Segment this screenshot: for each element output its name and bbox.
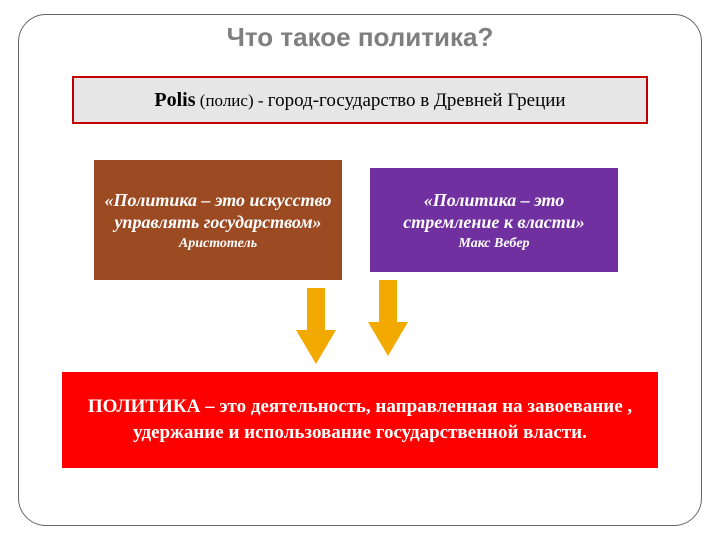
arrow-stem bbox=[379, 280, 397, 324]
definition-box: Polis (полис) - город-государство в Древ… bbox=[72, 76, 648, 124]
definition-rest: город-государство в Древней Греции bbox=[268, 90, 566, 111]
slide-title: Что такое политика? bbox=[0, 22, 720, 53]
quote-text-aristotle: «Политика – это искусство управлять госу… bbox=[104, 189, 332, 234]
arrow-head bbox=[368, 322, 408, 356]
conclusion-box: ПОЛИТИКА – это деятельность, направленна… bbox=[62, 372, 658, 468]
arrow-stem bbox=[307, 288, 325, 332]
arrow-down-left bbox=[296, 288, 336, 368]
quote-box-weber: «Политика – это стремление к власти» Мак… bbox=[370, 168, 618, 272]
quote-author-aristotle: Аристотель bbox=[179, 236, 257, 252]
quote-box-aristotle: «Политика – это искусство управлять госу… bbox=[94, 160, 342, 280]
quote-author-weber: Макс Вебер bbox=[458, 236, 529, 252]
quote-text-weber: «Политика – это стремление к власти» bbox=[380, 189, 608, 234]
definition-strong: Polis bbox=[154, 89, 195, 111]
conclusion-text: ПОЛИТИКА – это деятельность, направленна… bbox=[80, 394, 640, 445]
definition-paren: (полис) - bbox=[196, 91, 268, 110]
definition-text: Polis (полис) - город-государство в Древ… bbox=[154, 89, 565, 112]
arrow-head bbox=[296, 330, 336, 364]
arrow-down-right bbox=[368, 280, 408, 360]
